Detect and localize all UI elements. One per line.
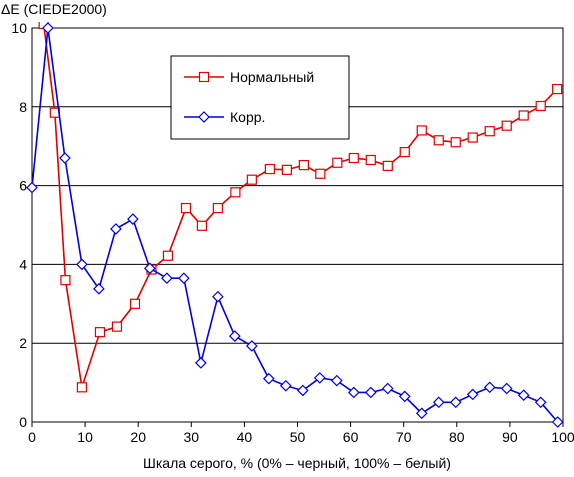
- legend-label: Нормальный: [230, 69, 314, 85]
- data-point: [416, 125, 427, 136]
- data-point: [365, 154, 376, 166]
- x-tick-label: 100: [551, 429, 574, 445]
- legend-swatch-marker: [198, 71, 210, 83]
- x-tick-label: 20: [130, 429, 146, 445]
- data-point: [129, 298, 141, 309]
- y-tick-label: 10: [11, 20, 27, 36]
- data-point: [348, 152, 359, 164]
- data-point: [262, 372, 275, 385]
- data-point: [196, 220, 208, 231]
- data-point: [76, 382, 88, 393]
- data-point: [415, 407, 428, 420]
- x-tick-label: 50: [290, 429, 306, 445]
- data-point: [228, 330, 241, 342]
- legend: Нормальный Корр.: [170, 55, 350, 140]
- legend-swatch-marker: [198, 111, 210, 123]
- data-point: [313, 372, 326, 384]
- data-point: [26, 181, 38, 194]
- series-1: [38, 22, 563, 393]
- data-point: [161, 272, 173, 285]
- y-tick-label: 2: [19, 335, 27, 351]
- data-point: [178, 272, 190, 285]
- data-point: [264, 163, 275, 175]
- data-point: [315, 168, 326, 179]
- data-point: [144, 262, 156, 275]
- data-point: [180, 202, 192, 214]
- data-point: [279, 379, 292, 392]
- data-point: [212, 202, 223, 214]
- data-point: [398, 390, 411, 403]
- data-point: [399, 147, 410, 158]
- data-point: [296, 384, 309, 397]
- data-point: [534, 396, 547, 409]
- series-2: [26, 22, 564, 428]
- data-point: [517, 389, 530, 402]
- x-tick-label: 0: [28, 429, 36, 445]
- y-tick-label: 6: [19, 178, 27, 194]
- data-point: [42, 22, 54, 34]
- y-tick-label: 0: [19, 414, 27, 430]
- data-point: [195, 357, 207, 369]
- data-point: [552, 83, 563, 95]
- data-point: [111, 321, 123, 332]
- data-point: [298, 160, 309, 171]
- data-point: [162, 250, 174, 261]
- data-point: [246, 174, 257, 185]
- data-point: [432, 396, 445, 409]
- data-point: [332, 157, 343, 168]
- x-tick-label: 60: [343, 429, 359, 445]
- data-point: [212, 290, 224, 303]
- data-point: [230, 187, 241, 198]
- data-point: [535, 100, 546, 112]
- legend-box: [170, 55, 350, 140]
- y-axis-title: ΔE (CIEDE2000): [1, 1, 107, 17]
- x-tick-label: 30: [184, 429, 200, 445]
- y-tick-label: 8: [19, 99, 27, 115]
- data-point: [433, 135, 444, 146]
- data-point: [501, 120, 512, 131]
- data-point: [381, 382, 394, 395]
- data-point: [110, 223, 122, 235]
- x-tick-label: 80: [449, 429, 465, 445]
- x-tick-label: 90: [502, 429, 518, 445]
- data-point: [364, 386, 377, 399]
- data-point: [484, 126, 495, 137]
- series-group: [26, 22, 564, 428]
- data-point: [127, 213, 139, 225]
- data-point: [450, 137, 461, 148]
- data-point: [551, 416, 564, 428]
- data-point: [76, 258, 88, 271]
- x-axis-title: Шкала серого, % (0% – черный, 100% – бел…: [143, 455, 451, 471]
- x-tick-label: 70: [396, 429, 412, 445]
- data-point: [518, 110, 529, 121]
- data-point: [347, 386, 360, 399]
- data-point: [467, 132, 478, 143]
- data-point: [382, 160, 393, 171]
- data-point: [330, 374, 343, 387]
- legend-label: Корр.: [230, 109, 265, 125]
- data-point: [483, 381, 496, 394]
- data-point: [281, 164, 292, 175]
- data-point: [59, 152, 71, 164]
- data-point: [94, 327, 106, 338]
- data-point: [245, 340, 258, 352]
- data-point: [60, 275, 71, 286]
- data-point: [500, 382, 513, 395]
- data-point: [93, 282, 105, 295]
- data-point: [466, 388, 479, 401]
- y-tick-label: 4: [19, 256, 27, 272]
- data-point: [449, 396, 462, 409]
- x-tick-label: 40: [237, 429, 253, 445]
- x-tick-label: 10: [77, 429, 93, 445]
